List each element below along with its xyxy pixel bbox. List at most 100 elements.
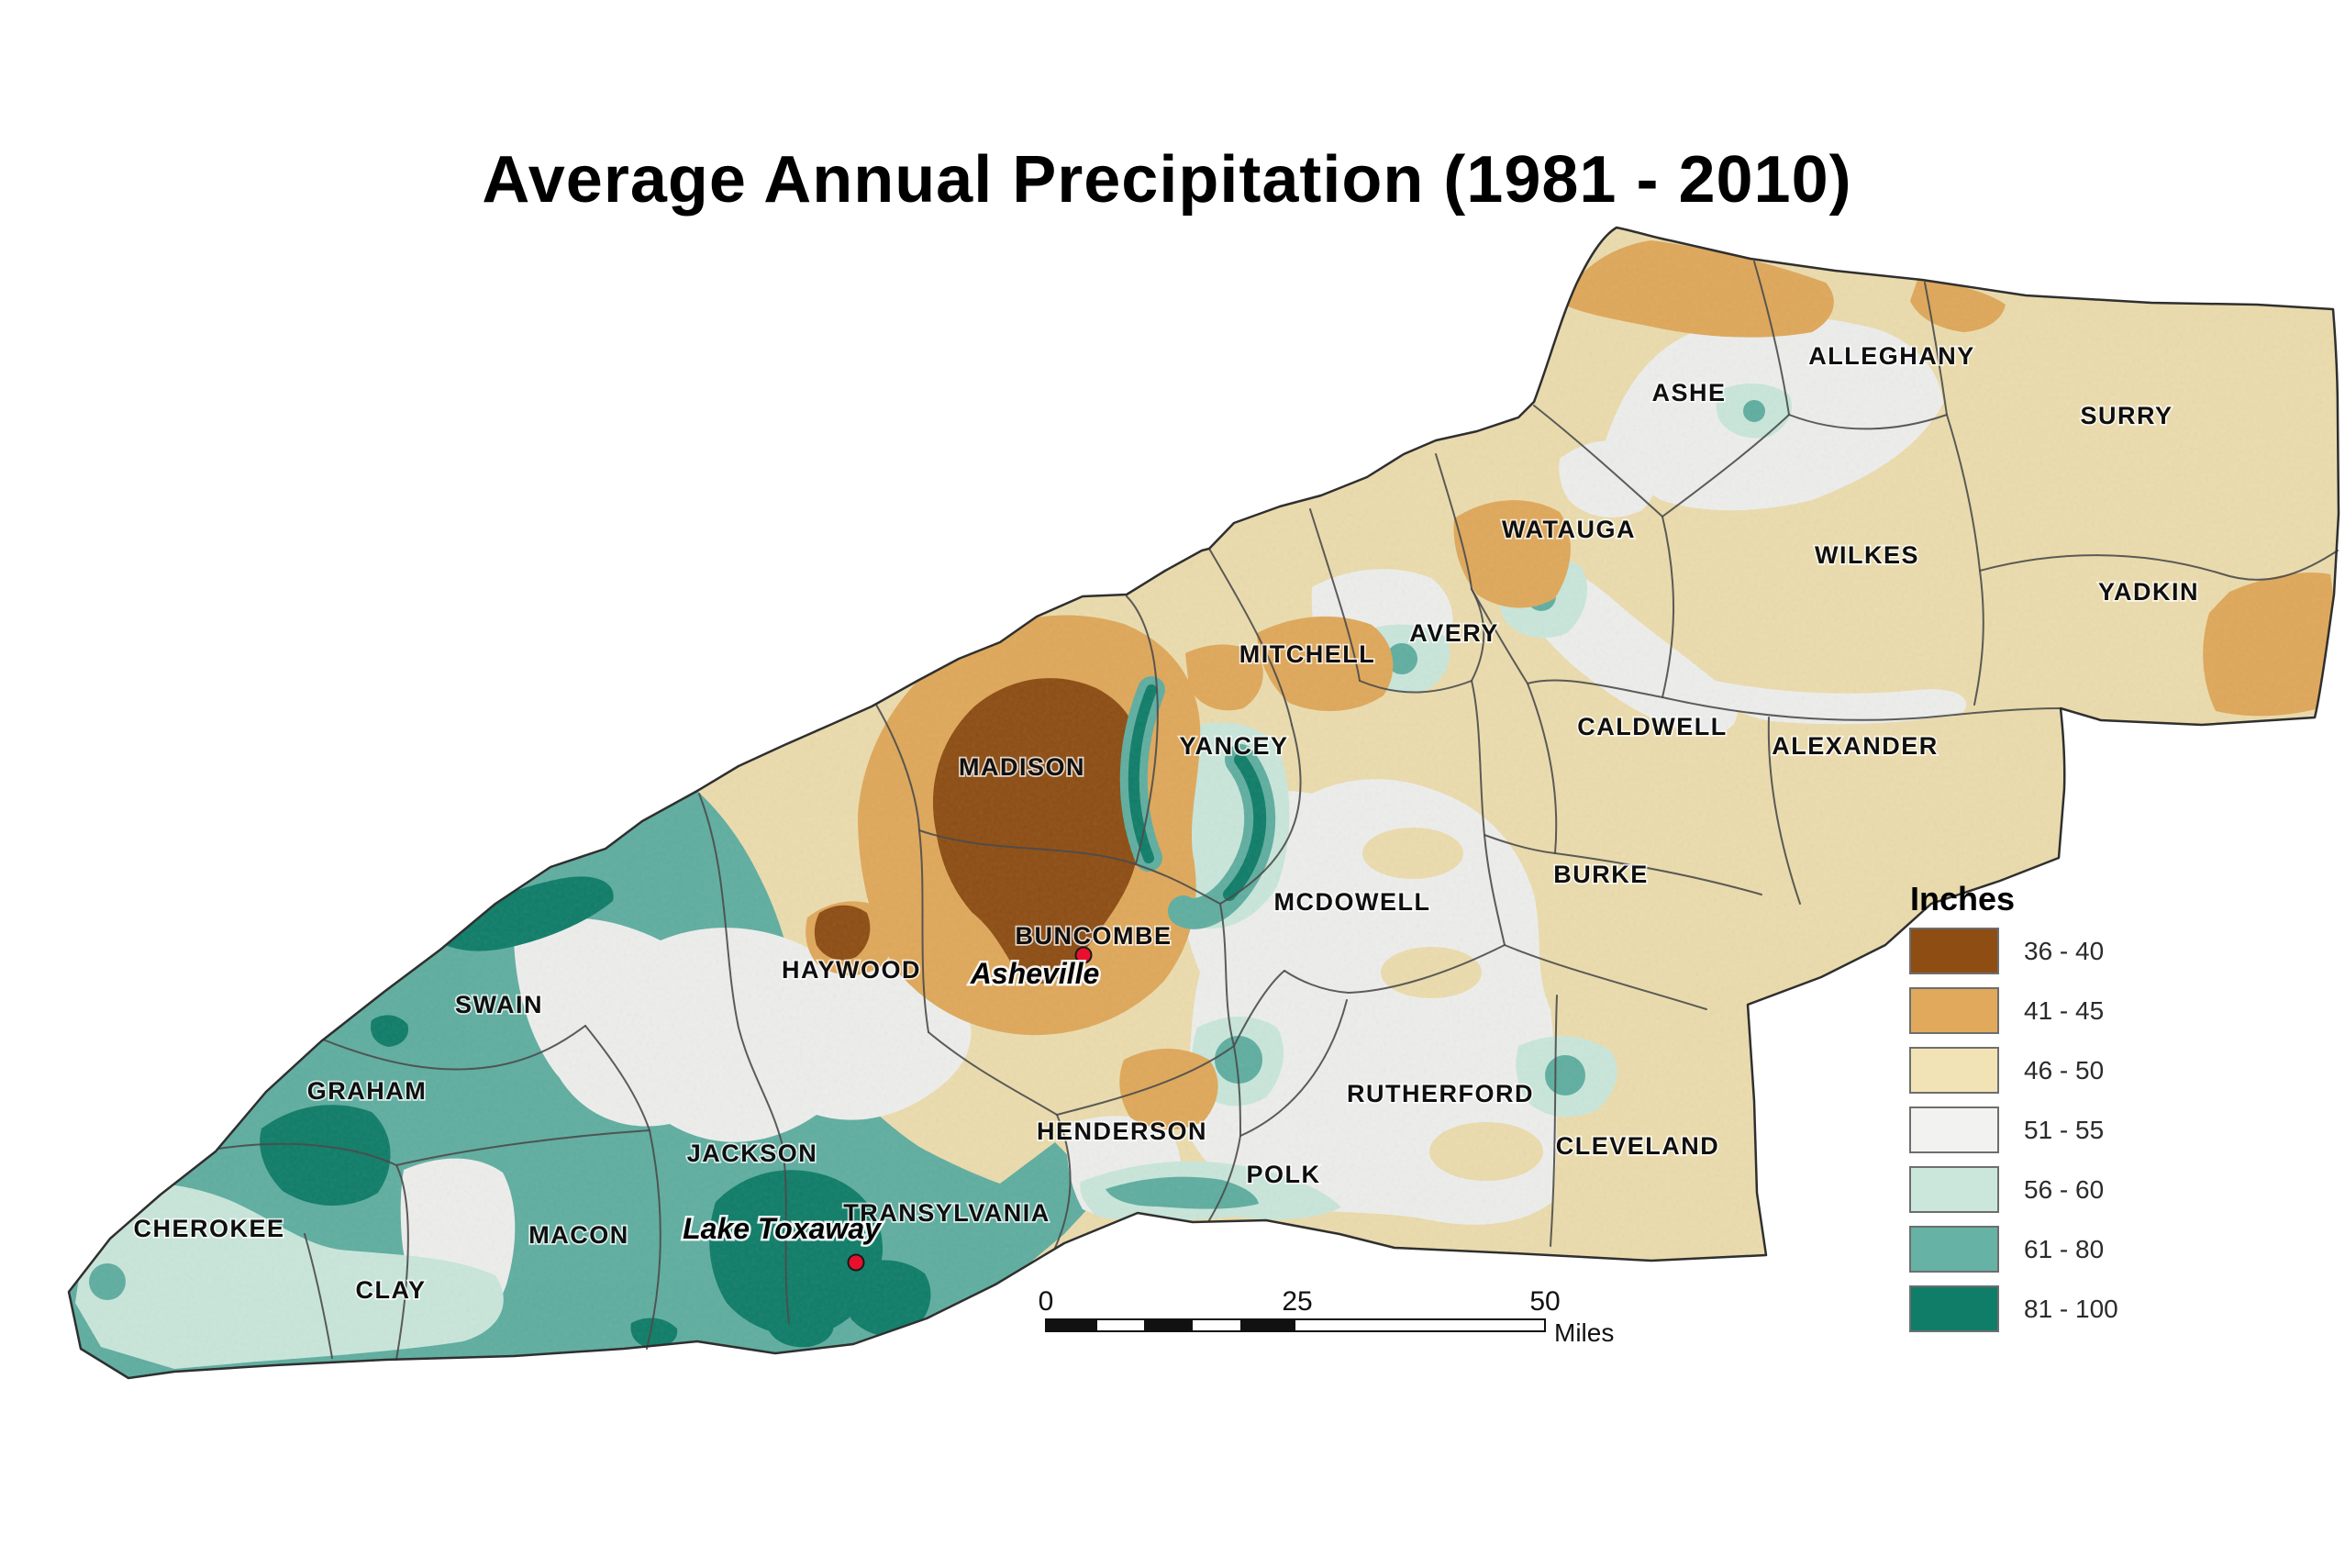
- county-label-burke: BURKE: [1553, 861, 1649, 888]
- county-boundary-line: [1208, 548, 1293, 726]
- county-label-yancey: YANCEY: [1179, 732, 1288, 760]
- scalebar-unit-label: Miles: [1554, 1318, 1614, 1347]
- county-label-ashe: ASHE: [1651, 379, 1726, 406]
- county-label-transylvania: TRANSYLVANIA: [843, 1199, 1050, 1227]
- county-boundary-line: [1924, 282, 1948, 416]
- county-label-wilkes: WILKES: [1815, 541, 1919, 569]
- county-boundary-line: [395, 1129, 650, 1166]
- county-boundary-line: [1359, 680, 1473, 694]
- legend-label-2: 46 - 50: [2024, 1056, 2104, 1084]
- county-label-cherokee: CHEROKEE: [133, 1215, 284, 1242]
- precip-shading: [69, 228, 2339, 1378]
- scalebar-segment-2: [1240, 1319, 1295, 1331]
- county-label-mcdowell: MCDOWELL: [1274, 888, 1431, 916]
- county-boundary-line: [1284, 944, 1506, 994]
- county-labels: ASHE ALLEGHANY SURRY WATAUGA WILKES YADKIN AVE…: [132, 340, 2200, 1306]
- scalebar-tick-25: 25: [1282, 1286, 1312, 1317]
- county-boundary-line: [584, 1025, 650, 1131]
- county-boundary-line: [1973, 570, 1984, 706]
- county-boundary-line: [1309, 508, 1361, 682]
- county-boundary-line: [1054, 1114, 1072, 1249]
- county-boundary-line: [1533, 405, 1663, 517]
- county-boundary-line: [1233, 970, 1285, 1047]
- county-label-alexander: ALEXANDER: [1772, 732, 1939, 760]
- legend-label-5: 61 - 80: [2024, 1235, 2104, 1263]
- legend-label-0: 36 - 40: [2024, 937, 2104, 965]
- county-boundary-line: [1662, 414, 1790, 517]
- legend-swatch-3: [1909, 1106, 1999, 1153]
- county-boundary-line: [1946, 414, 1981, 572]
- county-boundary-line: [1056, 863, 1235, 1116]
- county-boundary-line: [1126, 595, 1159, 865]
- legend-swatch-4: [1909, 1166, 1999, 1213]
- county-label-rutherford: RUTHERFORD: [1347, 1080, 1534, 1107]
- county-label-haywood: HAYWOOD: [782, 956, 921, 984]
- county-boundary-line: [918, 829, 1137, 865]
- legend: Inches 36 - 40 41 - 45 46 - 50 51 - 55 56 - 6…: [1909, 880, 2118, 1332]
- legend-label-1: 41 - 45: [2024, 996, 2104, 1025]
- county-boundary-line: [1662, 696, 2062, 721]
- county-label-watauga: WATAUGA: [1502, 516, 1636, 543]
- county-boundary-line: [1979, 550, 2339, 581]
- county-label-alleghany: ALLEGHANY: [1808, 342, 1975, 370]
- county-boundary-line: [646, 1129, 661, 1350]
- county-label-surry: SURRY: [2080, 402, 2173, 429]
- county-label-cleveland: CLEVELAND: [1556, 1132, 1720, 1160]
- county-boundary-line: [322, 1025, 586, 1071]
- legend-label-4: 56 - 60: [2024, 1175, 2104, 1204]
- precip-patch: [69, 228, 2339, 1378]
- county-boundary-line: [1471, 588, 1485, 682]
- county-boundary-line: [1435, 453, 1473, 590]
- county-boundaries: [217, 261, 2339, 1361]
- county-label-graham: GRAHAM: [307, 1077, 428, 1105]
- county-boundary-line: [1239, 999, 1348, 1137]
- county-label-yadkin: YADKIN: [2098, 578, 2199, 606]
- county-boundary-line: [1219, 724, 1302, 905]
- county-boundary-line: [1767, 717, 1801, 905]
- county-boundary-line: [1550, 995, 1558, 1247]
- county-label-clay: CLAY: [355, 1276, 426, 1304]
- county-boundary-line: [1484, 834, 1556, 854]
- scalebar-segment-0: [1046, 1319, 1097, 1331]
- city-markers: Asheville Lake Toxaway: [681, 946, 1102, 1272]
- city-label-lake-toxaway: Lake Toxaway: [683, 1212, 883, 1245]
- legend-swatch-0: [1909, 928, 1999, 974]
- county-boundary-line: [1208, 1135, 1241, 1221]
- page-title: Average Annual Precipitation (1981 - 201…: [482, 143, 1851, 217]
- county-boundary-line: [928, 1031, 1058, 1116]
- county-label-buncombe: BUNCOMBE: [1016, 922, 1172, 950]
- county-label-mitchell: MITCHELL: [1239, 640, 1375, 668]
- county-boundary-line: [698, 793, 790, 1324]
- county-boundary-line: [1788, 414, 1948, 430]
- county-boundary-line: [1753, 261, 1790, 416]
- legend-swatch-6: [1909, 1285, 1999, 1332]
- city-dot-lake-toxaway: [847, 1253, 865, 1272]
- county-boundary-line: [1662, 516, 1675, 698]
- legend-label-6: 81 - 100: [2024, 1295, 2118, 1323]
- county-label-avery: AVERY: [1409, 619, 1499, 647]
- city-label-asheville: Asheville: [970, 957, 1100, 990]
- city-dot-asheville: [1074, 946, 1093, 964]
- state-outline: [67, 226, 2340, 1380]
- scalebar-tick-0: 0: [1039, 1286, 1054, 1317]
- county-boundary-line: [1554, 852, 1762, 895]
- legend-heading: Inches: [1910, 880, 2015, 917]
- county-boundary-line: [1504, 944, 1707, 1010]
- county-boundary-line: [1233, 1045, 1241, 1137]
- county-boundary-line: [1527, 683, 1558, 854]
- county-label-jackson: JACKSON: [687, 1140, 818, 1167]
- scalebar-segment-1: [1144, 1319, 1193, 1331]
- legend-swatch-1: [1909, 987, 1999, 1034]
- county-label-macon: MACON: [528, 1221, 629, 1249]
- county-label-swain: SWAIN: [455, 991, 543, 1018]
- county-label-henderson: HENDERSON: [1037, 1118, 1207, 1145]
- county-label-madison: MADISON: [959, 753, 1085, 781]
- county-label-polk: POLK: [1246, 1161, 1320, 1188]
- legend-label-3: 51 - 55: [2024, 1116, 2104, 1144]
- legend-swatch-2: [1909, 1047, 1999, 1094]
- scalebar-tick-50: 50: [1529, 1286, 1560, 1317]
- county-boundary-line: [304, 1233, 333, 1359]
- legend-swatch-5: [1909, 1226, 1999, 1273]
